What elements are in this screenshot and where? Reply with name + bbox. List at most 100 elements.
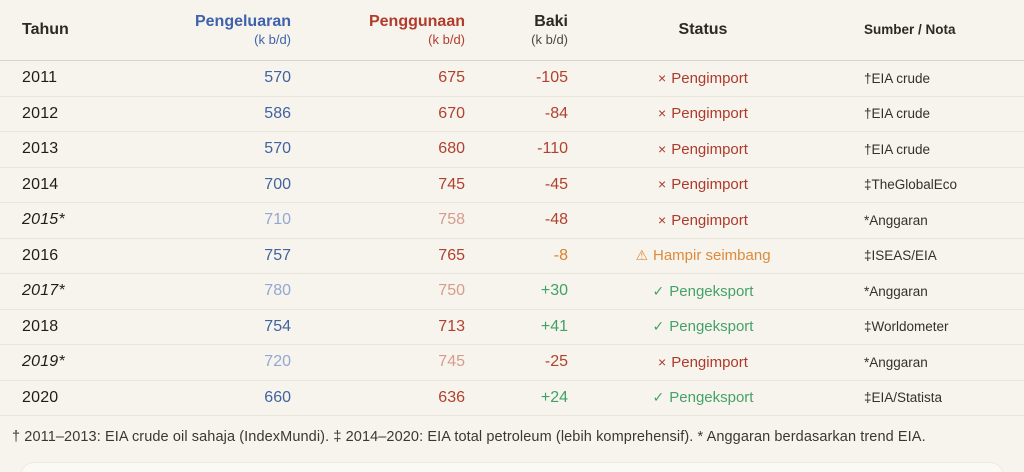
- production-value: 570: [264, 140, 291, 158]
- cross-icon: ×: [658, 105, 667, 122]
- year-cell: 2016: [22, 246, 59, 264]
- header-balance-unit: (k b/d): [531, 31, 568, 47]
- table-row: 2017* 780 750 +30 ✓ Pengeksport *Anggaran: [0, 274, 1024, 310]
- status-label: Pengimport: [671, 353, 748, 371]
- balance-value: -105: [535, 69, 568, 87]
- table-row: 2016 757 765 -8 ⚠ Hampir seimbang ‡ISEAS/…: [0, 239, 1024, 274]
- source-cell: *Anggaran: [864, 354, 928, 370]
- cross-icon: ×: [658, 211, 667, 228]
- table-footnote: † 2011–2013: EIA crude oil sahaja (Index…: [12, 429, 926, 445]
- cross-icon: ×: [658, 353, 667, 370]
- table-row: 2011 570 675 -105 × Pengimport †EIA crude: [0, 61, 1024, 97]
- cross-icon: ×: [658, 176, 667, 193]
- status-cell: ✓ Pengeksport: [568, 283, 838, 300]
- year-cell: 2015*: [22, 211, 65, 229]
- consumption-value: 758: [438, 211, 465, 229]
- header-balance: Baki (k b/d): [465, 13, 568, 47]
- table-row: 2019* 720 745 -25 × Pengimport *Anggaran: [0, 345, 1024, 381]
- production-value: 720: [264, 353, 291, 371]
- production-value: 757: [264, 246, 291, 264]
- year-cell: 2014: [22, 175, 59, 193]
- balance-value: +24: [540, 388, 568, 406]
- consumption-value: 636: [438, 388, 465, 406]
- balance-value: +30: [540, 282, 568, 300]
- balance-value: -45: [544, 175, 568, 193]
- consumption-value: 670: [438, 104, 465, 122]
- consumption-value: 745: [438, 353, 465, 371]
- balance-value: -84: [544, 104, 568, 122]
- status-cell: × Pengimport: [568, 212, 838, 229]
- status-label: Pengeksport: [669, 389, 754, 407]
- header-status: Status: [678, 20, 728, 38]
- cross-icon: ×: [658, 140, 667, 157]
- status-cell: × Pengimport: [568, 354, 838, 371]
- source-cell: ‡Worldometer: [864, 319, 949, 335]
- status-cell: ⚠ Hampir seimbang: [568, 247, 838, 264]
- source-cell: *Anggaran: [864, 283, 928, 299]
- production-value: 710: [264, 211, 291, 229]
- production-value: 586: [264, 104, 291, 122]
- warning-icon: ⚠: [635, 247, 648, 264]
- status-cell: ✓ Pengeksport: [568, 318, 838, 335]
- production-value: 700: [264, 175, 291, 193]
- consumption-value: 675: [438, 69, 465, 87]
- source-cell: ‡TheGlobalEco: [864, 177, 958, 193]
- status-label: Pengimport: [671, 176, 748, 194]
- status-label: Pengimport: [671, 211, 748, 229]
- year-cell: 2017*: [22, 282, 65, 300]
- consumption-value: 750: [438, 282, 465, 300]
- status-label: Pengeksport: [669, 318, 754, 336]
- status-label: Hampir seimbang: [653, 247, 771, 265]
- cross-icon: ×: [658, 69, 667, 86]
- source-cell: †EIA crude: [864, 141, 931, 157]
- table-row: 2015* 710 758 -48 × Pengimport *Anggaran: [0, 203, 1024, 239]
- consumption-value: 713: [438, 317, 465, 335]
- year-cell: 2018: [22, 317, 59, 335]
- header-consumption-unit: (k b/d): [428, 31, 465, 47]
- status-cell: ✓ Pengeksport: [568, 389, 838, 406]
- status-cell: × Pengimport: [568, 70, 838, 87]
- status-cell: × Pengimport: [568, 141, 838, 158]
- table-row: 2020 660 636 +24 ✓ Pengeksport ‡EIA/Stati…: [0, 381, 1024, 416]
- status-cell: × Pengimport: [568, 105, 838, 122]
- table-row: 2013 570 680 -110 × Pengimport †EIA crude: [0, 132, 1024, 168]
- status-label: Pengimport: [671, 140, 748, 158]
- status-label: Pengimport: [671, 69, 748, 87]
- status-label: Pengimport: [671, 105, 748, 123]
- year-cell: 2020: [22, 388, 59, 406]
- header-year: Tahun: [22, 20, 69, 38]
- check-icon: ✓: [652, 282, 665, 299]
- year-cell: 2011: [22, 69, 58, 87]
- production-value: 754: [264, 317, 291, 335]
- status-cell: × Pengimport: [568, 176, 838, 193]
- balance-value: -48: [544, 211, 568, 229]
- table-row: 2014 700 745 -45 × Pengimport ‡TheGlobalE…: [0, 168, 1024, 203]
- status-label: Pengeksport: [669, 282, 754, 300]
- header-production-unit: (k b/d): [254, 31, 291, 47]
- production-value: 780: [264, 282, 291, 300]
- header-source: Sumber / Nota: [864, 22, 956, 38]
- next-card-top-edge: [20, 462, 1004, 472]
- source-cell: ‡ISEAS/EIA: [864, 248, 937, 264]
- source-cell: †EIA crude: [864, 70, 931, 86]
- balance-value: +41: [540, 317, 568, 335]
- oil-balance-table: Tahun Pengeluaran (k b/d) Penggunaan (k b/…: [0, 0, 1024, 445]
- production-value: 660: [264, 388, 291, 406]
- source-cell: †EIA crude: [864, 106, 931, 122]
- production-value: 570: [264, 69, 291, 87]
- table-row: 2012 586 670 -84 × Pengimport †EIA crude: [0, 97, 1024, 132]
- check-icon: ✓: [652, 389, 665, 406]
- balance-value: -8: [553, 246, 568, 264]
- year-cell: 2013: [22, 140, 59, 158]
- header-consumption: Penggunaan (k b/d): [291, 13, 465, 47]
- consumption-value: 680: [438, 140, 465, 158]
- source-cell: *Anggaran: [864, 212, 928, 228]
- consumption-value: 765: [438, 246, 465, 264]
- consumption-value: 745: [438, 175, 465, 193]
- year-cell: 2012: [22, 104, 59, 122]
- balance-value: -25: [544, 353, 568, 371]
- table-header-row: Tahun Pengeluaran (k b/d) Penggunaan (k b/…: [0, 0, 1024, 61]
- source-cell: ‡EIA/Statista: [864, 390, 943, 406]
- year-cell: 2019*: [22, 353, 65, 371]
- header-production: Pengeluaran (k b/d): [112, 13, 291, 47]
